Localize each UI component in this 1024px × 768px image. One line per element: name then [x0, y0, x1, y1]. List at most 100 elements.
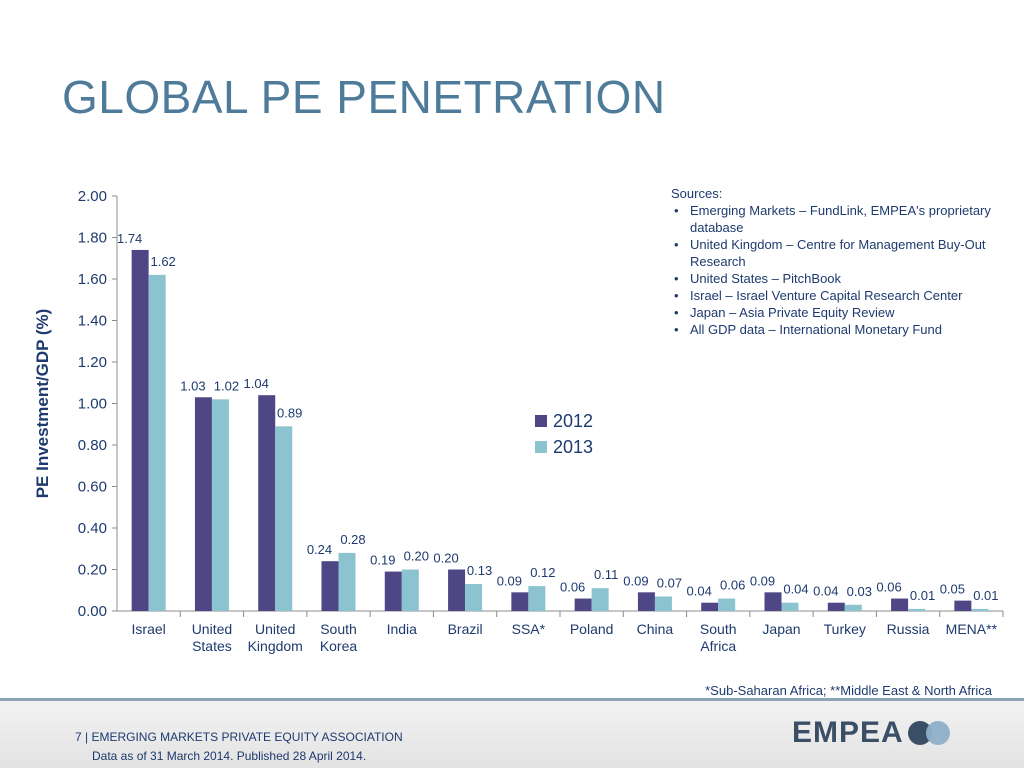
- data-label-2013: 0.13: [467, 563, 492, 578]
- chart-footnote: *Sub-Saharan Africa; **Middle East & Nor…: [705, 683, 992, 698]
- logo-circles-icon: [907, 720, 954, 746]
- bar-2012: [891, 598, 909, 611]
- bar-2012: [637, 592, 655, 611]
- x-tick-label: SSA*: [512, 621, 546, 637]
- x-tick-label: Japan: [762, 621, 800, 637]
- x-tick-label: United: [255, 621, 295, 637]
- legend-item-2012: 2012: [535, 408, 593, 434]
- data-label-2013: 0.07: [657, 575, 682, 590]
- footer-divider: [0, 698, 1024, 701]
- x-tick-label: Kingdom: [248, 638, 303, 654]
- legend-label-2012: 2012: [553, 410, 594, 431]
- footer-band: [0, 700, 1024, 768]
- bar-2013: [844, 604, 862, 611]
- data-label-2012: 0.04: [687, 584, 712, 599]
- data-label-2013: 0.89: [277, 405, 302, 420]
- bar-2012: [511, 592, 529, 611]
- data-label-2013: 0.20: [404, 549, 429, 564]
- bar-2013: [528, 586, 546, 611]
- bar-2012: [448, 569, 466, 611]
- bar-2012: [954, 600, 972, 611]
- footer-date: Data as of 31 March 2014. Published 28 A…: [92, 749, 367, 763]
- bar-2012: [258, 395, 276, 611]
- bar-2013: [908, 608, 926, 611]
- data-label-2012: 0.09: [750, 573, 775, 588]
- data-label-2012: 1.03: [180, 378, 205, 393]
- bar-2012: [194, 397, 212, 611]
- bar-2012: [384, 571, 402, 611]
- data-label-2013: 1.62: [150, 254, 175, 269]
- data-label-2013: 0.01: [973, 588, 998, 603]
- data-label-2012: 0.09: [623, 573, 648, 588]
- y-tick-label: 0.80: [78, 437, 107, 454]
- slide-title: GLOBAL PE PENETRATION: [62, 71, 666, 123]
- bar-2013: [971, 608, 989, 611]
- y-tick-label: 1.60: [78, 271, 107, 288]
- legend-item-2013: 2013: [535, 434, 593, 460]
- bar-2013: [591, 588, 609, 611]
- x-tick-label: Russia: [887, 621, 930, 637]
- x-tick-label: South: [320, 621, 357, 637]
- bar-2013: [718, 598, 736, 611]
- x-tick-label: South: [700, 621, 737, 637]
- bar-2012: [321, 561, 339, 611]
- bar-2013: [781, 602, 799, 611]
- legend-label-2013: 2013: [553, 436, 594, 457]
- data-label-2012: 0.09: [497, 573, 522, 588]
- bar-2012: [764, 592, 782, 611]
- y-tick-label: 0.20: [78, 562, 107, 579]
- bar-2013: [275, 426, 293, 611]
- bar-2013: [465, 584, 483, 611]
- source-item: Israel – Israel Venture Capital Research…: [671, 287, 1001, 304]
- source-item: All GDP data – International Monetary Fu…: [671, 321, 1001, 338]
- y-tick-label: 1.40: [78, 313, 107, 330]
- bar-chart: 0.00 0.20 0.40 0.60 0.80 1.00 1.20 1.40 1.60 1.80…: [33, 188, 1004, 654]
- chart-legend: 2012 2013: [535, 408, 593, 460]
- data-label-2012: 0.24: [307, 542, 332, 557]
- sources-list: Emerging Markets – FundLink, EMPEA's pro…: [671, 202, 1001, 338]
- sources-box: Sources: Emerging Markets – FundLink, EM…: [671, 185, 1001, 338]
- y-tick-label: 0.60: [78, 479, 107, 496]
- data-label-2012: 1.04: [244, 376, 269, 391]
- x-tick-label: States: [192, 638, 232, 654]
- x-tick-label: MENA**: [946, 621, 998, 637]
- x-tick-label: Poland: [570, 621, 614, 637]
- data-label-2012: 0.06: [876, 580, 901, 595]
- y-tick-label: 1.80: [78, 230, 107, 247]
- x-tick-label: Brazil: [448, 621, 483, 637]
- data-label-2013: 0.28: [340, 532, 365, 547]
- source-item: Emerging Markets – FundLink, EMPEA's pro…: [671, 202, 1001, 236]
- x-tick-label: Turkey: [824, 621, 866, 637]
- data-label-2012: 0.05: [940, 582, 965, 597]
- source-item: United States – PitchBook: [671, 270, 1001, 287]
- y-tick-label: 1.20: [78, 354, 107, 371]
- y-tick-label: 1.00: [78, 396, 107, 413]
- bar-2013: [654, 596, 672, 611]
- y-tick-label: 0.00: [78, 603, 107, 620]
- x-tick-label: Africa: [700, 638, 736, 654]
- x-tick-label: India: [387, 621, 418, 637]
- data-label-2012: 0.04: [813, 584, 838, 599]
- data-label-2013: 0.01: [910, 588, 935, 603]
- logo-text: EMPEA: [792, 716, 904, 749]
- source-item: Japan – Asia Private Equity Review: [671, 304, 1001, 321]
- footer-text: 7 | EMERGING MARKETS PRIVATE EQUITY ASSO…: [75, 730, 403, 744]
- x-tick-label: Israel: [132, 621, 166, 637]
- data-label-2013: 0.11: [594, 567, 618, 582]
- data-label-2012: 0.19: [370, 553, 395, 568]
- x-tick-label: United: [192, 621, 232, 637]
- x-tick-label: Korea: [320, 638, 358, 654]
- empea-logo: EMPEA: [792, 716, 954, 750]
- data-label-2012: 1.74: [117, 231, 142, 246]
- bar-2012: [574, 598, 592, 611]
- data-label-2013: 0.03: [847, 584, 872, 599]
- sources-heading: Sources:: [671, 186, 723, 201]
- bar-2013: [148, 274, 166, 611]
- x-tick-label: China: [637, 621, 674, 637]
- y-tick-label: 2.00: [78, 188, 107, 205]
- legend-swatch-2012: [535, 415, 547, 427]
- data-label-2013: 0.06: [720, 578, 745, 593]
- legend-swatch-2013: [535, 441, 547, 453]
- data-label-2013: 0.12: [530, 565, 555, 580]
- bar-2012: [131, 249, 149, 611]
